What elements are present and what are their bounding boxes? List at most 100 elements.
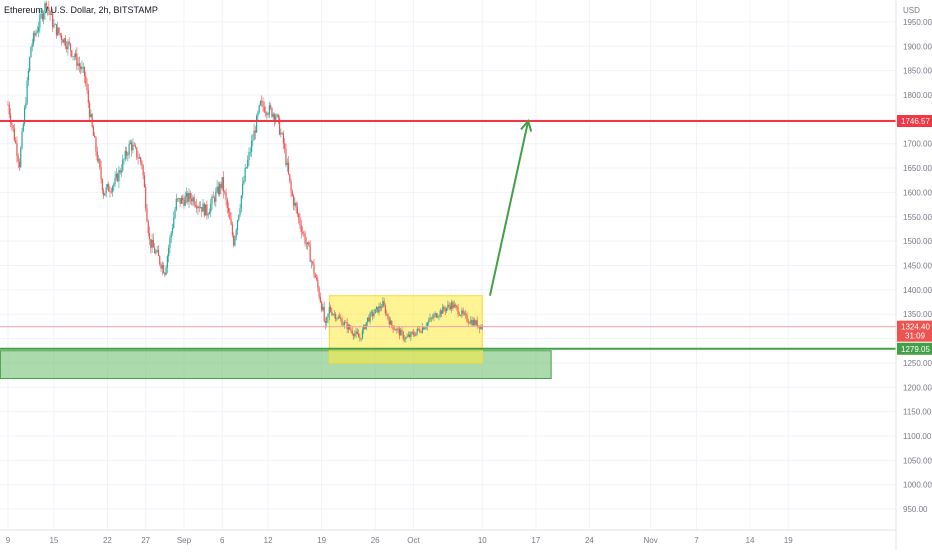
candle-body xyxy=(289,173,291,182)
candle-body xyxy=(180,197,182,204)
candle-body xyxy=(100,167,102,180)
candle-body xyxy=(421,327,423,333)
candle-body xyxy=(443,306,445,310)
candle-body xyxy=(104,193,106,196)
price-axis[interactable]: 950.00 1000.00 1050.00 1100.00 1150.00 1200.0… xyxy=(903,18,932,514)
candle-body xyxy=(312,261,314,264)
candle-body xyxy=(34,33,36,36)
candle-body xyxy=(32,33,35,44)
candle-body xyxy=(457,307,459,315)
candle-body xyxy=(54,24,56,25)
candle-body xyxy=(41,13,44,20)
candle-body xyxy=(17,155,19,162)
candle-body xyxy=(66,46,68,50)
candle-body xyxy=(221,177,223,189)
candle-body xyxy=(352,334,355,337)
candle-body xyxy=(285,148,287,165)
candle-body xyxy=(80,66,82,70)
candle-body xyxy=(198,206,200,208)
candle-body xyxy=(94,135,96,138)
candle-body xyxy=(338,316,341,318)
level-lines xyxy=(0,120,896,350)
candle-body xyxy=(239,208,241,215)
candle-body xyxy=(398,328,401,336)
candle-body xyxy=(261,100,263,102)
candle-body xyxy=(382,301,384,308)
candle-body xyxy=(254,130,256,133)
candle-body xyxy=(423,327,425,330)
candle-body xyxy=(225,192,227,200)
candle-body xyxy=(174,209,176,218)
candle-body xyxy=(147,221,149,234)
candle-body xyxy=(252,140,254,142)
candle-body xyxy=(409,334,411,338)
candle-body xyxy=(169,237,171,249)
candle-body xyxy=(21,131,23,149)
time-axis[interactable]: 9 15 22 27 Sep 6 12 19 26 Oct 10 17 24 Nov 7 14 19 xyxy=(6,536,794,545)
candle-body xyxy=(414,334,416,336)
candle-body xyxy=(304,233,306,244)
time-tick-label: 17 xyxy=(531,536,540,545)
candle-body xyxy=(31,43,33,47)
candle-body xyxy=(8,104,10,115)
candle-body xyxy=(212,196,214,198)
candle-body xyxy=(30,46,32,58)
candle-body xyxy=(377,307,379,313)
candle-body xyxy=(67,41,69,50)
candle-body xyxy=(69,43,72,51)
candle-body xyxy=(210,203,212,213)
candle-body xyxy=(161,265,163,269)
candle-body xyxy=(388,318,390,325)
candle-body xyxy=(62,39,64,43)
candle-body xyxy=(276,114,278,117)
candle-body xyxy=(277,114,279,119)
time-tick-label: 10 xyxy=(478,536,487,545)
candle-body xyxy=(428,320,430,323)
candle-body xyxy=(287,162,290,174)
price-tick-label: 1200.00 xyxy=(903,383,932,392)
candle-body xyxy=(293,195,295,206)
candle-body xyxy=(258,105,260,113)
candle-body xyxy=(474,320,476,325)
candle-body xyxy=(401,329,403,333)
candle-body xyxy=(44,3,46,14)
candle-body xyxy=(176,198,179,200)
candle-body xyxy=(417,328,420,330)
candle-body xyxy=(266,112,268,115)
candle-body xyxy=(73,56,75,57)
candle-body xyxy=(235,230,237,237)
candle-body xyxy=(146,208,148,222)
candle-body xyxy=(224,191,226,193)
candle-body xyxy=(150,239,152,248)
candle-body xyxy=(341,319,343,326)
candle-body xyxy=(57,27,59,36)
candle-body xyxy=(405,337,407,340)
candle-body xyxy=(248,152,250,160)
candle-body xyxy=(366,317,369,323)
candle-body xyxy=(332,314,334,315)
candle-body xyxy=(262,101,264,107)
candle-body xyxy=(322,306,324,311)
candle-body xyxy=(199,207,202,208)
candle-body xyxy=(156,250,158,252)
candle-body xyxy=(43,13,45,20)
candle-body xyxy=(101,179,103,191)
candle-body xyxy=(105,187,107,194)
price-tick-label: 1700.00 xyxy=(903,140,932,149)
candle-body xyxy=(125,150,128,156)
candle-body xyxy=(284,143,286,149)
candle-body xyxy=(438,315,440,317)
candle-body xyxy=(206,204,208,216)
candle-body xyxy=(380,307,383,309)
candle-body xyxy=(460,315,462,316)
candle-body xyxy=(346,322,348,330)
candle-body xyxy=(444,309,446,311)
price-tick-label: 1050.00 xyxy=(903,456,932,465)
candle-body xyxy=(480,325,482,330)
candle-body xyxy=(360,338,362,340)
candle-body xyxy=(175,198,177,210)
candle-body xyxy=(168,248,170,257)
